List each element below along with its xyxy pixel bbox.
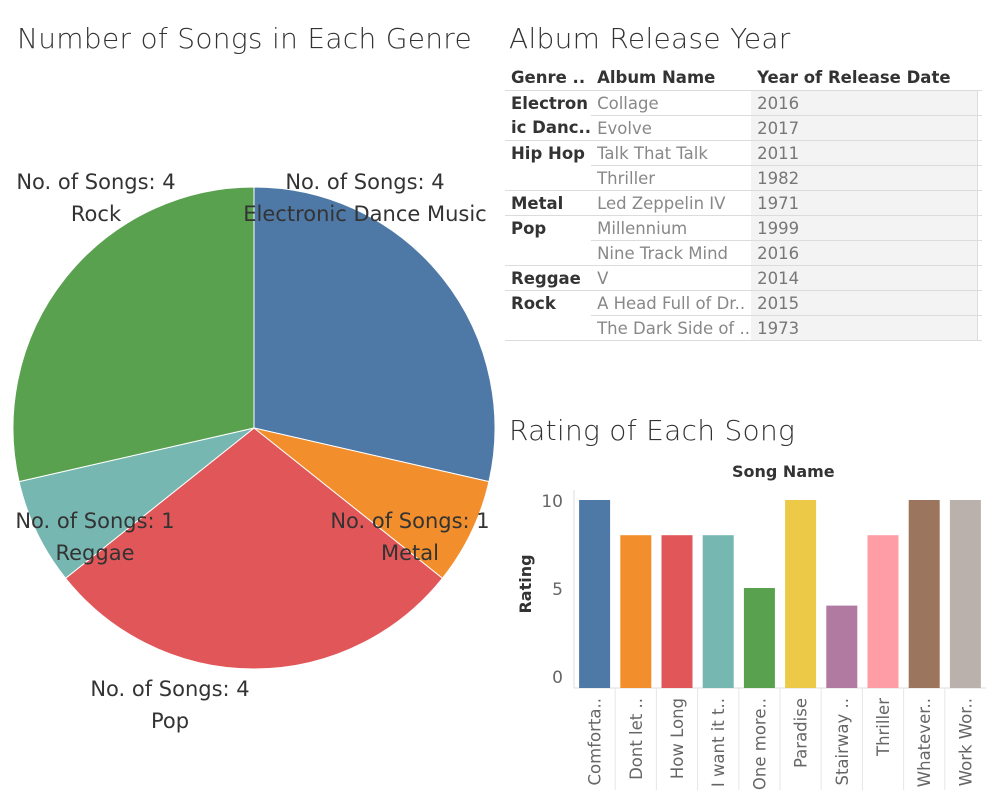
pie-label-name: Electronic Dance Music (243, 202, 487, 226)
x-category-label: Thriller (874, 698, 893, 757)
pie-label-value: No. of Songs: 1 (15, 509, 175, 533)
table-row[interactable]: Thriller 1982 (505, 165, 982, 191)
x-category-label: One more.. (750, 698, 769, 790)
x-category-label: Work Wor.. (956, 698, 975, 786)
cell-year: 2017 (751, 115, 978, 141)
bar[interactable] (579, 500, 611, 688)
pie-slice-label: No. of Songs: 1 Metal (330, 505, 489, 569)
y-axis-label: Rating (516, 554, 535, 613)
bar[interactable] (620, 535, 652, 688)
cell-year: 2016 (751, 90, 978, 116)
cell-genre: Pop (505, 215, 592, 241)
table-row[interactable]: ic Danc.. Evolve 2017 (505, 115, 982, 141)
pie-slice-label: No. of Songs: 4 Electronic Dance Music (243, 166, 486, 230)
pie-slice-rock[interactable] (12, 186, 255, 483)
cell-album-name: Thriller (591, 165, 752, 191)
table-row[interactable]: Nine Track Mind 2016 (505, 240, 982, 266)
cell-album-name: Collage (591, 90, 752, 116)
cell-year: 2016 (751, 240, 978, 266)
bar-column-header: Song Name (732, 462, 835, 481)
pie-label-value: No. of Songs: 4 (90, 677, 250, 701)
x-category-label: Whatever.. (915, 698, 934, 787)
pie-chart-title: Number of Songs in Each Genre (17, 22, 473, 55)
pie-label-name: Pop (150, 709, 190, 733)
cell-album-name: Talk That Talk (591, 140, 752, 166)
y-tick-label: 0 (552, 668, 563, 688)
cell-genre: Electron (505, 90, 592, 116)
pie-slice-reggae[interactable] (18, 427, 255, 579)
pie-slice-electronic-dance-music[interactable] (253, 186, 496, 483)
bar[interactable] (867, 535, 899, 688)
bar-chart-title: Rating of Each Song (509, 414, 796, 447)
album-release-table: Genre .. Album Name Year of Release Date… (505, 64, 982, 341)
pie-slice-label: No. of Songs: 4 Pop (90, 673, 249, 737)
pie-label-name: Reggae (55, 541, 135, 565)
cell-album-name: Led Zeppelin IV (591, 190, 752, 216)
cell-year: 2015 (751, 290, 978, 316)
cell-album-name: A Head Full of Dr.. (591, 290, 752, 316)
pie-label-name: Rock (70, 202, 122, 226)
x-category-label: Stairway .. (833, 698, 852, 786)
cell-genre (505, 315, 592, 341)
cell-genre: Rock (505, 290, 592, 316)
pie-label-value: No. of Songs: 1 (330, 509, 490, 533)
table-row[interactable]: Metal Led Zeppelin IV 1971 (505, 190, 982, 216)
pie-label-value: No. of Songs: 4 (285, 170, 445, 194)
cell-year: 1982 (751, 165, 978, 191)
table-row[interactable]: Hip Hop Talk That Talk 2011 (505, 140, 982, 166)
cell-year: 1973 (751, 315, 978, 341)
table-row[interactable]: Pop Millennium 1999 (505, 215, 982, 241)
cell-album-name: Nine Track Mind (591, 240, 752, 266)
cell-genre: Hip Hop (505, 140, 592, 166)
y-tick-label: 5 (552, 580, 563, 600)
bar[interactable] (908, 500, 940, 688)
header-album-name[interactable]: Album Name (597, 67, 716, 87)
x-category-label: Paradise (792, 698, 811, 768)
cell-year: 2014 (751, 265, 978, 291)
cell-year: 1971 (751, 190, 978, 216)
pie-slice-label: No. of Songs: 1 Reggae (15, 505, 174, 569)
cell-album-name: Millennium (591, 215, 752, 241)
table-row[interactable]: Reggae V 2014 (505, 265, 982, 291)
bar[interactable] (661, 535, 693, 688)
cell-album-name: Evolve (591, 115, 752, 141)
pie-slice-pop[interactable] (64, 427, 444, 670)
cell-genre: Metal (505, 190, 592, 216)
table-row[interactable]: Electron Collage 2016 (505, 90, 982, 116)
x-category-label: Dont let .. (627, 698, 646, 780)
cell-year: 2011 (751, 140, 978, 166)
pie-slice-label: No. of Songs: 4 Rock (16, 166, 175, 230)
x-category-label: I want it t.. (709, 698, 728, 787)
x-category-label: Comforta.. (586, 698, 605, 785)
cell-album-name: The Dark Side of .. (591, 315, 752, 341)
cell-year: 1999 (751, 215, 978, 241)
y-tick-label: 10 (541, 492, 563, 512)
table-title: Album Release Year (509, 22, 791, 55)
bar[interactable] (826, 605, 858, 688)
x-category-label: How Long (668, 698, 687, 779)
bar[interactable] (743, 588, 775, 688)
pie-label-name: Metal (381, 541, 439, 565)
cell-genre: ic Danc.. (511, 118, 592, 138)
header-genre[interactable]: Genre .. (511, 67, 586, 87)
bar[interactable] (702, 535, 734, 688)
bar[interactable] (785, 500, 817, 688)
cell-album-name: V (591, 265, 752, 291)
pie-slice-metal[interactable] (253, 427, 490, 579)
pie-label-value: No. of Songs: 4 (16, 170, 176, 194)
table-row[interactable]: The Dark Side of .. 1973 (505, 315, 982, 341)
table-row[interactable]: Rock A Head Full of Dr.. 2015 (505, 290, 982, 316)
header-year[interactable]: Year of Release Date (757, 67, 951, 87)
bar[interactable] (949, 500, 981, 688)
cell-genre: Reggae (505, 265, 592, 291)
